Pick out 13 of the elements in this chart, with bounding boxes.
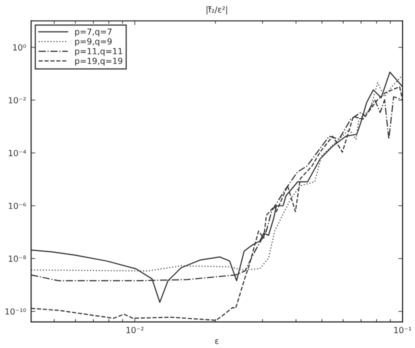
y-tick-label: 10⁻⁴	[8, 150, 26, 156]
y-tick-label: 10⁻⁶	[8, 202, 26, 210]
x-tick-label: 10⁻¹	[394, 326, 412, 334]
chart-title: |f̃₂/ε²|	[206, 6, 228, 15]
y-tick-label: 10⁻⁸	[8, 256, 26, 262]
y-tick-label: 10⁻¹⁰	[5, 308, 26, 315]
legend-label: p=19,q=19	[75, 58, 122, 66]
x-axis-title: ε	[215, 339, 219, 344]
legend-label: p=11,q=11	[75, 48, 122, 56]
legend-label: p=9,q=9	[75, 38, 112, 46]
y-tick-label: 10⁰	[13, 44, 26, 51]
legend-label: p=7,q=7	[75, 28, 112, 36]
y-tick-label: 10⁻²	[8, 97, 26, 104]
